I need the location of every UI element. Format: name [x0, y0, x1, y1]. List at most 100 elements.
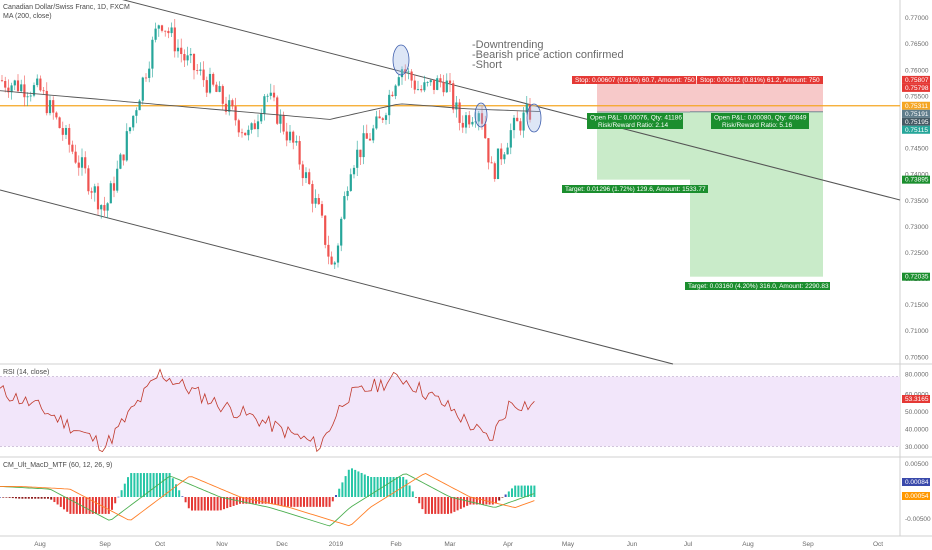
candle-body [429, 80, 432, 83]
time-label: Dec [276, 541, 288, 548]
macd-bar [203, 497, 206, 511]
candle-body [29, 95, 32, 97]
macd-bar [434, 497, 437, 514]
candle-body [154, 28, 157, 40]
price-tick: 0.76500 [905, 41, 929, 48]
macd-bar [296, 497, 299, 507]
stop-label-bg [572, 76, 696, 84]
candle-body [186, 55, 189, 61]
candle-body [253, 123, 256, 130]
candle-body [282, 114, 285, 132]
stop-zone[interactable] [690, 79, 823, 112]
time-label: 2019 [329, 541, 344, 548]
rr-label-1: Risk/Reward Ratio: 2.14 [598, 122, 668, 129]
candle-body [311, 184, 314, 204]
annotation-line-2[interactable]: -Bearish price action confirmed [472, 49, 624, 61]
macd-bar [475, 497, 478, 505]
macd-bar [411, 491, 414, 497]
candle-body [45, 90, 48, 114]
annotation-line-3[interactable]: -Short [472, 59, 502, 71]
macd-bar [501, 497, 504, 498]
macd-bar [267, 497, 270, 504]
price-tick: 0.73500 [905, 198, 929, 205]
candle-body [266, 95, 269, 97]
macd-bar [117, 496, 120, 498]
candle-body [39, 78, 42, 91]
macd-bar [258, 497, 261, 504]
candle-body [298, 141, 301, 165]
candle-body [192, 53, 196, 71]
price-badge: 0.75798 [905, 85, 929, 92]
candle-body [394, 85, 397, 97]
macd-bar [354, 469, 357, 497]
macd-bar [95, 497, 97, 514]
candle-body [228, 100, 231, 112]
candle-body [420, 89, 423, 91]
candle-body [426, 82, 429, 83]
candle-body [135, 110, 138, 116]
candle-body [391, 94, 394, 97]
macd-bar [200, 497, 203, 511]
stop-label-bg [697, 76, 823, 84]
candle-body [52, 100, 55, 113]
annotation-line-1[interactable]: -Downtrending [472, 39, 544, 51]
candle-body [112, 183, 116, 191]
candle-body [23, 84, 26, 98]
candle-body [116, 168, 119, 191]
macd-bar [187, 497, 190, 509]
rsi-badge: 53.3165 [905, 396, 929, 403]
candle-body [189, 53, 192, 56]
macd-badge-bg [902, 478, 930, 486]
time-axis[interactable]: Aug Sep Oct Nov Dec 2019 Feb Mar Apr May Jun Jul Aug… [34, 541, 883, 548]
candle-body [36, 78, 39, 86]
macd-bar [533, 485, 536, 497]
macd-bar [72, 497, 75, 514]
price-tick: 0.73000 [905, 224, 929, 231]
price-badge-bg [902, 272, 930, 281]
macd-bar [495, 497, 497, 504]
macd-bar [376, 477, 379, 497]
price-tick: 0.76000 [905, 67, 929, 74]
price-badge: 0.75807 [905, 77, 929, 84]
macd-bar [127, 477, 129, 497]
stop-zone[interactable] [597, 80, 697, 113]
macd-bar [155, 473, 158, 497]
macd-bar [101, 497, 104, 514]
candle-body [423, 82, 426, 91]
macd-bar [491, 497, 494, 505]
candle-body [503, 154, 506, 160]
highlight-ellipse[interactable] [474, 102, 488, 128]
time-label: Jun [627, 541, 638, 548]
candle-body [292, 131, 295, 143]
candle-body [279, 114, 282, 124]
candle-body [327, 244, 330, 257]
price-tick: 0.70500 [905, 354, 929, 361]
ma-indicator-label: MA (200, close) [3, 13, 52, 20]
candle-body [336, 245, 340, 263]
macd-bar [133, 473, 136, 497]
macd-bar [511, 488, 513, 497]
candle-body [10, 85, 13, 93]
candle-body [260, 113, 263, 122]
highlight-ellipse[interactable] [392, 44, 410, 76]
price-badge: 0.75115 [905, 127, 928, 134]
candle-body [74, 151, 77, 163]
candle-body [151, 39, 154, 69]
target-zone[interactable] [690, 111, 823, 277]
candle-body [340, 218, 343, 246]
time-label: Apr [503, 541, 514, 548]
macd-bar [223, 497, 225, 510]
price-badge: 0.75191 [905, 111, 929, 118]
macd-bar [219, 497, 222, 511]
candle-body [87, 168, 90, 192]
candle-body [55, 112, 58, 118]
macd-signal-line [0, 473, 535, 527]
trendline-lower[interactable] [0, 189, 674, 365]
price-badge-bg [902, 175, 930, 184]
candle-body [263, 96, 266, 114]
ma-200-line [0, 90, 541, 120]
candle-body [288, 131, 292, 141]
highlight-ellipse[interactable] [526, 103, 542, 133]
